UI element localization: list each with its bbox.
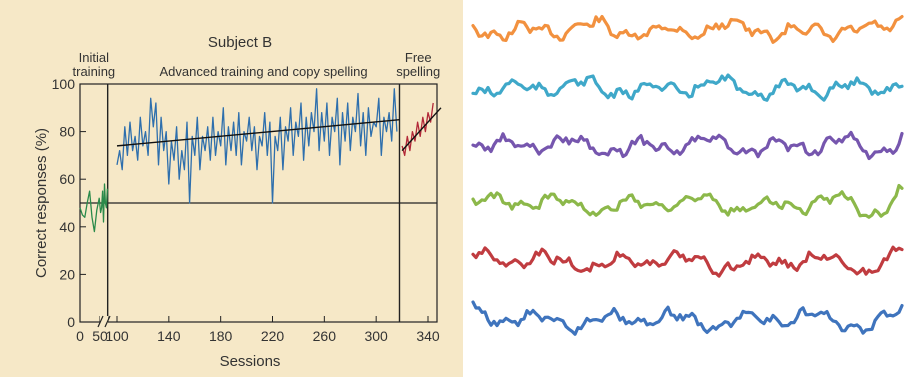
x-tick-label: 140 [157, 328, 181, 344]
y-tick-label: 40 [59, 219, 75, 235]
x-tick-label: 180 [209, 328, 233, 344]
trend-line [116, 119, 400, 147]
signal-traces-panel [463, 0, 907, 377]
signal-trace [471, 245, 904, 278]
axis-break-mark [97, 315, 104, 328]
x-tick-label: 340 [416, 328, 440, 344]
axis-break-gap [100, 316, 108, 328]
x-tick-label: 220 [261, 328, 285, 344]
signal-trace [471, 130, 904, 161]
phase-label: Advanced training and copy spelling [160, 64, 368, 79]
phase-label: spelling [396, 64, 440, 79]
y-tick-label: 0 [67, 314, 75, 330]
x-tick-label: 260 [313, 328, 337, 344]
y-tick-label: 100 [52, 76, 76, 92]
axis-break-mark [104, 315, 111, 328]
signal-trace [471, 14, 904, 44]
series-line [79, 183, 109, 233]
x-axis-label: Sessions [220, 353, 281, 370]
chart-title: Subject B [208, 34, 272, 51]
phase-label: Free [405, 50, 432, 65]
chart-panel-left: Initial training Advanced training and cop… [0, 0, 463, 377]
x-tick-label: 300 [364, 328, 388, 344]
series-line [116, 88, 398, 204]
x-tick-label: 100 [105, 328, 129, 344]
signal-traces [471, 14, 904, 336]
signal-trace [471, 73, 904, 102]
x-tick-label: 50 [92, 328, 108, 344]
x-tick-label: 0 [76, 328, 84, 344]
signal-trace [471, 300, 904, 336]
series-line [401, 102, 434, 157]
signal-trace [471, 183, 904, 219]
y-axis-label: Correct responses (%) [33, 128, 50, 278]
y-tick-label: 60 [59, 171, 75, 187]
trend-line [401, 107, 442, 152]
phase-label: Initial [79, 50, 109, 65]
y-tick-label: 20 [59, 266, 75, 282]
y-tick-label: 80 [59, 124, 75, 140]
phase-label: training [73, 64, 116, 79]
